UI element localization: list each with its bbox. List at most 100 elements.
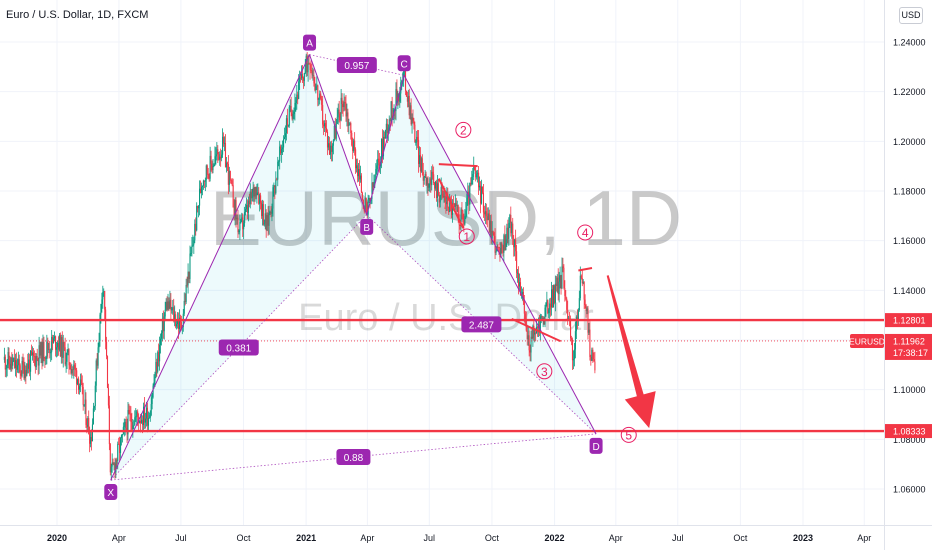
wave-circle [536,363,553,380]
candle-body [30,350,33,356]
candle-body [594,361,596,371]
candle-body [288,107,290,126]
candle-body [511,223,513,234]
candle-body [241,217,243,220]
candle-body [16,365,18,370]
candle-body [350,123,352,133]
candle-body [206,165,208,175]
ratio-box [336,448,371,465]
candle-body [152,385,154,398]
wave-label: 5 [625,428,632,442]
candle-body [245,205,248,210]
candle-body [111,462,113,467]
candle-body [517,272,520,287]
candle-body [148,417,150,419]
candle-body [161,318,163,334]
candle-body [211,163,213,171]
candle-body [309,64,311,71]
price-tag-box [885,424,932,439]
horizontal-lines[interactable] [0,318,884,433]
candle-body [483,212,485,215]
candle-body [517,272,519,274]
candle-body [530,336,532,353]
candle-body [137,411,139,418]
time-tick-label: 2023 [793,533,813,543]
trendlines[interactable] [437,163,593,343]
candle-body [448,207,450,213]
candle-body [415,142,417,143]
candle-body [462,210,464,220]
candle-body [24,370,26,379]
candle-body [346,112,348,117]
candle-body [557,277,559,295]
candle-body [526,330,528,340]
candle-body [546,300,548,303]
candle-body [417,136,419,140]
candle-body [89,434,91,444]
candle-body [27,363,29,369]
candle-body [265,213,267,231]
candle-body [54,336,57,350]
currency-button[interactable]: USD [899,7,923,24]
candle-body [296,94,298,101]
candle-body [443,196,445,197]
candle-body [103,290,105,292]
candle-body [290,105,292,113]
candle-body [562,266,564,268]
pattern-point-label: D [592,442,599,453]
candle-body [377,158,379,166]
candle-body [534,332,536,335]
candle-body [365,197,367,204]
candle-body [445,201,447,205]
candle-body [117,443,119,461]
candle-body [336,117,338,124]
time-tick-label: Jul [175,533,187,543]
candle-body [424,174,426,178]
candle-body [311,70,313,76]
candle-body [262,204,264,225]
candle-body [332,140,334,146]
candle-body [147,418,149,426]
trendline [511,317,562,343]
candle-body [191,245,193,253]
candle-body [425,174,427,185]
candle-body [96,360,98,366]
candle-body [210,155,212,164]
candle-body [293,111,295,115]
candle-body [5,367,7,370]
candle-body [260,195,262,203]
candle-body [559,275,561,282]
candle-body [477,172,479,174]
candle-body [364,197,366,212]
candle-body [120,438,122,453]
candle-body [327,143,330,148]
candle-body [361,192,363,200]
candle-body [166,301,168,310]
candle-body [10,357,12,369]
pattern-leg [403,75,597,435]
candle-body [64,347,66,365]
candle-body [405,90,408,97]
candle-body [52,336,54,343]
candle-body [29,359,31,372]
candle-body [248,200,250,205]
candle-body [470,182,472,185]
candle-body [184,300,186,302]
candle-body [500,243,502,258]
candle-body [13,357,15,362]
candle-body [478,172,480,188]
candle-body [323,124,325,127]
harmonic-pattern[interactable]: 0.381 0.957 2.487 0.88 X A B C D [104,34,603,501]
candle-body [459,224,461,226]
candle-body [232,185,234,208]
candle-body [452,203,455,205]
chart-title: Euro / U.S. Dollar, 1D, FXCM [6,9,149,21]
candle-body [479,185,482,204]
candle-body [285,118,287,134]
candle-body [406,96,408,102]
candle-body [263,223,265,225]
elliott-waves[interactable]: 1 2 3 4 5 [455,121,637,443]
forecast-arrow[interactable] [606,275,656,429]
candle-body [291,112,293,119]
